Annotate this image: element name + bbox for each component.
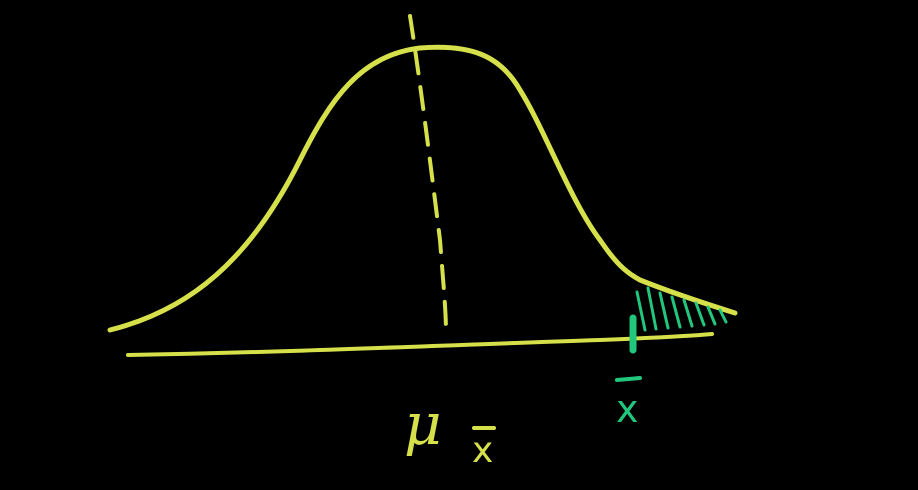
tail-shading (635, 286, 728, 332)
sample-mean-label: x (616, 387, 639, 431)
horizontal-axis (126, 332, 714, 357)
sample-label-bar (615, 376, 642, 382)
mean-subscript: x (472, 430, 493, 471)
mean-dashed-line (408, 14, 448, 335)
bell-curve (107, 44, 738, 333)
mean-symbol: μ (404, 390, 442, 458)
